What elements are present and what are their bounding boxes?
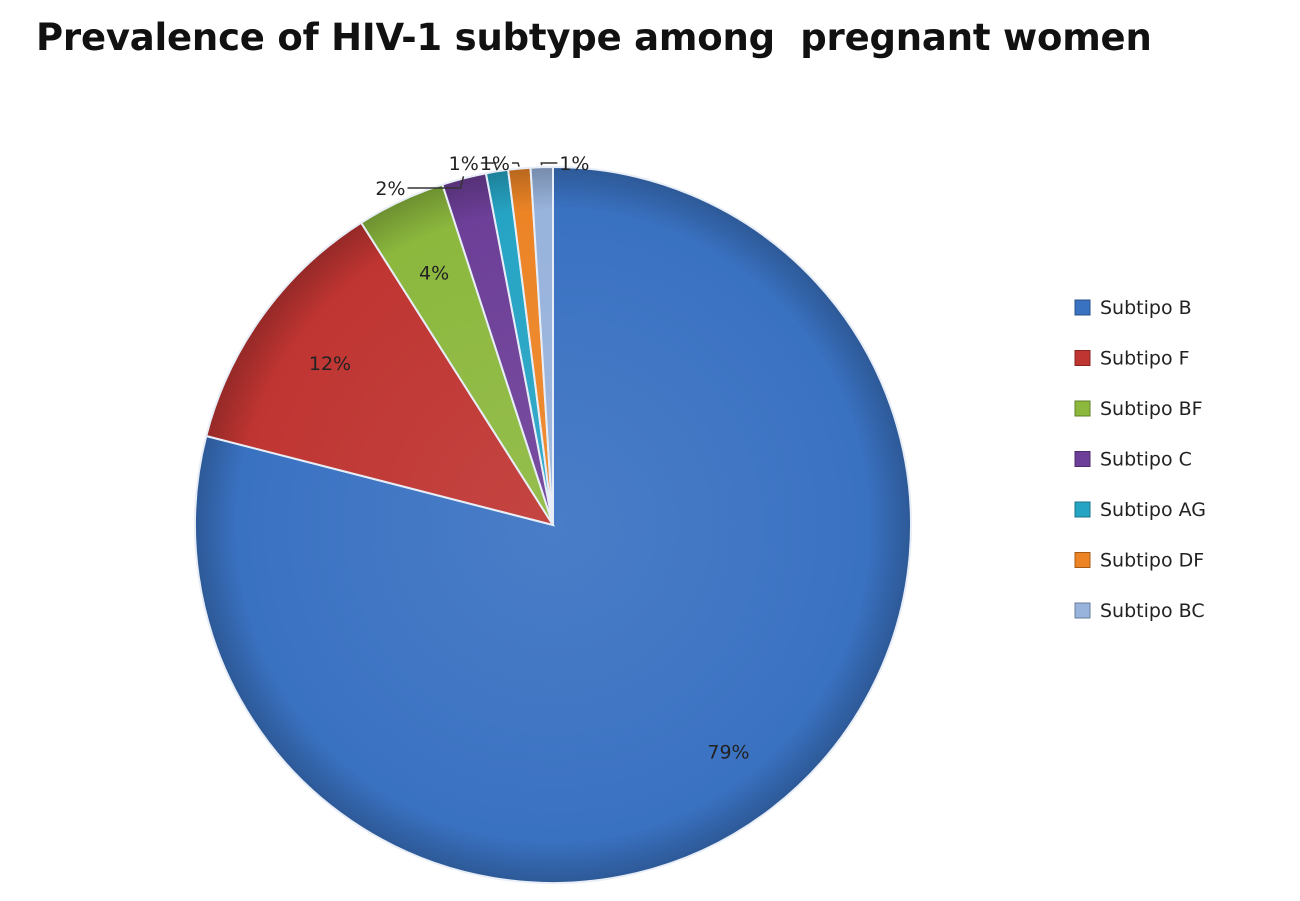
legend-swatch-subtipo-f	[1074, 350, 1091, 366]
slice-subtipo-bc	[529, 165, 554, 526]
data-label-subtipo-c: 2%	[375, 178, 405, 200]
legend-swatch-subtipo-bc	[1074, 602, 1091, 619]
leader-line-subtipo-ag	[480, 162, 498, 170]
leader-line-subtipo-df	[511, 162, 520, 167]
legend-label-subtipo-ag: Subtipo AG	[1100, 499, 1206, 521]
legend-label-subtipo-f: Subtipo F	[1100, 348, 1190, 370]
leader-line-subtipo-bc	[540, 162, 558, 166]
legend-swatch-subtipo-c	[1074, 451, 1091, 467]
legend-swatch-subtipo-df	[1074, 552, 1091, 568]
data-label-subtipo-b: 79%	[707, 741, 749, 763]
leader-line-subtipo-c	[407, 176, 465, 189]
data-label-subtipo-ag: 1%	[449, 153, 479, 175]
legend-label-subtipo-bc: Subtipo BC	[1100, 600, 1205, 622]
legend-swatch-subtipo-ag	[1074, 501, 1091, 518]
data-label-subtipo-bf: 4%	[419, 262, 449, 284]
data-label-subtipo-f: 12%	[309, 353, 351, 375]
data-label-subtipo-df: 1%	[480, 153, 510, 175]
legend-label-subtipo-df: Subtipo DF	[1100, 550, 1204, 572]
legend-swatch-subtipo-bf	[1074, 400, 1091, 417]
legend-label-subtipo-b: Subtipo B	[1100, 297, 1192, 319]
data-label-subtipo-bc: 1%	[559, 153, 589, 175]
chart-title: Prevalence of HIV-1 subtype among pregna…	[36, 16, 1152, 59]
legend-label-subtipo-c: Subtipo C	[1100, 449, 1192, 471]
legend-swatch-subtipo-b	[1074, 299, 1091, 316]
legend-label-subtipo-bf: Subtipo BF	[1100, 398, 1203, 420]
slice-subtipo-f	[205, 221, 556, 527]
